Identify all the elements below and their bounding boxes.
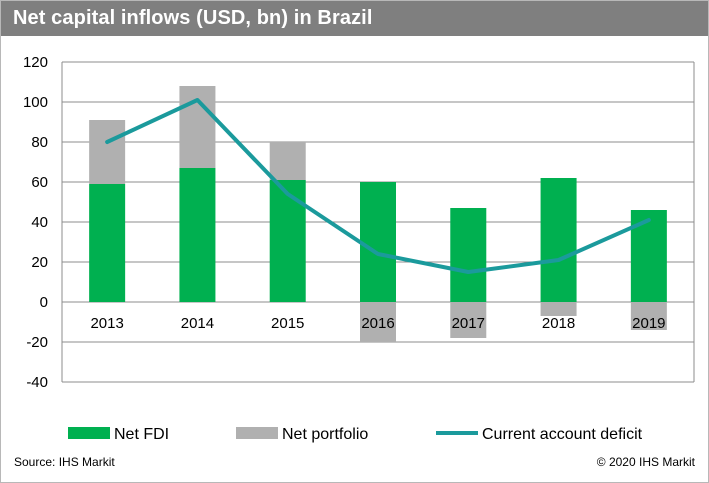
x-tick-label: 2013 [90,315,123,332]
y-tick-label: 40 [31,214,48,231]
fdi-bar [540,178,577,302]
fdi-bar [179,168,216,302]
legend-swatch-fdi [68,427,110,439]
source-note: Source: IHS Markit [14,455,115,469]
x-tick-label: 2019 [632,315,665,332]
legend-label-fdi: Net FDI [114,426,169,443]
fdi-bar [360,182,396,302]
deficit-line [105,98,651,274]
fdi-bar [269,180,306,302]
copyright-note: © 2020 IHS Markit [596,455,695,469]
x-tick-label: 2014 [181,315,214,332]
y-tick-label: 80 [31,134,48,151]
legend-swatch-portfolio [236,427,278,439]
legend-label-deficit: Current account deficit [482,426,643,443]
x-tick-label: 2017 [452,315,485,332]
y-tick-label: 20 [31,254,48,271]
portfolio-bar [540,302,577,316]
portfolio-bar [360,302,396,342]
x-tick-label: 2016 [361,315,394,332]
x-tick-label: 2018 [542,315,575,332]
chart-title: Net capital inflows (USD, bn) in Brazil [13,7,373,29]
y-tick-label: 120 [23,54,48,71]
y-tick-label: -20 [26,334,48,351]
fdi-bar [450,208,487,302]
y-tick-label: 100 [23,94,48,111]
portfolio-bar [269,142,306,180]
title-bar: Net capital inflows (USD, bn) in Brazil [1,1,708,36]
fdi-bar [89,184,126,302]
portfolio-bar [89,120,126,184]
y-tick-label: 0 [40,294,48,311]
portfolio-bar [450,302,487,338]
legend-label-portfolio: Net portfolio [282,426,368,443]
portfolio-bar [630,302,667,330]
x-tick-label: 2015 [271,315,304,332]
y-tick-label: -40 [26,374,48,391]
y-tick-label: 60 [31,174,48,191]
